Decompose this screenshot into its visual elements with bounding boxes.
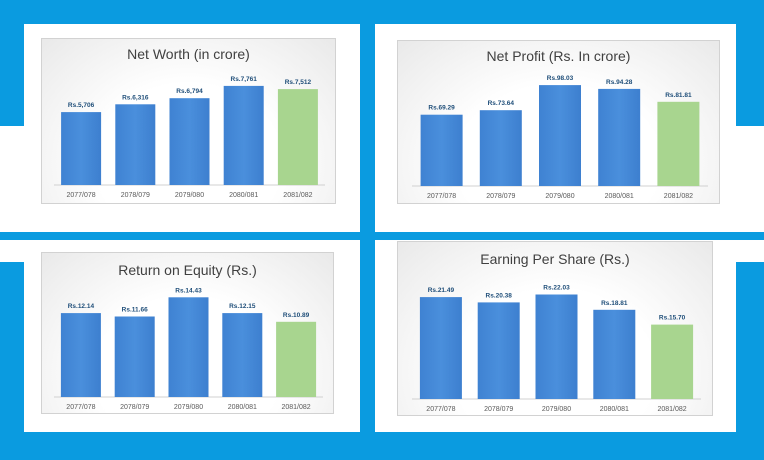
x-tick-label: 2079/080	[174, 404, 203, 411]
bar-2079-080	[535, 294, 578, 399]
data-label: Rs.14.43	[175, 287, 202, 294]
return-on-equity-plot: Rs.12.14 2077/078 Rs.11.66 2078/079 Rs.14.43…	[54, 287, 323, 411]
bar-2080-081	[222, 313, 263, 397]
data-label: Rs.98.03	[547, 75, 574, 82]
return-on-equity-chart: Return on Equity (Rs.) Rs.12.14 2077/078 R…	[41, 252, 334, 414]
x-tick-label: 2080/081	[229, 192, 258, 199]
chart-title: Earning Per Share (Rs.)	[480, 251, 630, 267]
bar-2079-080	[539, 85, 581, 186]
x-tick-label: 2077/078	[427, 193, 456, 200]
x-tick-label: 2081/082	[664, 193, 693, 200]
data-label: Rs.7,512	[285, 79, 312, 86]
data-label: Rs.18.81	[601, 300, 628, 307]
x-tick-label: 2078/079	[120, 404, 149, 411]
bar-2077-078	[419, 297, 462, 399]
data-label: Rs.21.49	[428, 287, 455, 294]
bar-2081-082	[277, 89, 318, 185]
data-label: Rs.22.03	[543, 285, 570, 292]
bar-2079-080	[168, 297, 209, 397]
bar-2077-078	[60, 313, 101, 397]
chart-title: Net Profit (Rs. In crore)	[486, 48, 631, 64]
bar-2080-081	[223, 85, 264, 185]
net-profit-plot: Rs.69.29 2077/078 Rs.73.64 2078/079 Rs.98.03…	[412, 75, 708, 200]
x-tick-label: 2077/078	[66, 404, 95, 411]
bar-2077-078	[420, 114, 463, 186]
data-label: Rs.6,794	[176, 88, 203, 95]
data-label: Rs.15.70	[659, 315, 686, 322]
data-label: Rs.69.29	[428, 105, 455, 112]
data-label: Rs.7,761	[231, 76, 258, 83]
white-strip-bottom-right-ext	[700, 240, 764, 262]
bar-2080-081	[593, 309, 636, 399]
x-tick-label: 2078/079	[486, 193, 515, 200]
chart-title: Return on Equity (Rs.)	[118, 262, 257, 278]
data-label: Rs.6,316	[122, 94, 149, 101]
bar-2081-082	[651, 324, 694, 399]
bar-2078-079	[114, 316, 155, 397]
white-strip-top-left-ext	[0, 126, 40, 232]
x-tick-label: 2080/081	[600, 406, 629, 413]
x-tick-label: 2080/081	[605, 193, 634, 200]
x-tick-label: 2080/081	[228, 404, 257, 411]
bar-2079-080	[169, 98, 210, 185]
bar-2081-082	[657, 101, 700, 186]
x-tick-label: 2081/082	[283, 192, 312, 199]
net-worth-chart: Net Worth (in crore) Rs.5,706 2077/078 Rs.…	[41, 38, 336, 204]
bar-2078-079	[477, 302, 520, 399]
x-tick-label: 2077/078	[426, 406, 455, 413]
bar-2078-079	[479, 110, 522, 186]
x-tick-label: 2077/078	[66, 192, 95, 199]
bar-2078-079	[115, 104, 156, 185]
chart-title: Net Worth (in crore)	[127, 46, 250, 62]
white-strip-bottom-left-ext	[0, 240, 40, 262]
x-tick-label: 2078/079	[121, 192, 150, 199]
bar-2081-082	[276, 321, 317, 397]
data-label: Rs.12.15	[229, 303, 256, 310]
x-tick-label: 2079/080	[545, 193, 574, 200]
bar-2077-078	[61, 112, 102, 185]
data-label: Rs.11.66	[122, 307, 148, 314]
data-label: Rs.12.14	[68, 303, 95, 310]
data-label: Rs.5,706	[68, 102, 95, 109]
earning-per-share-chart: Earning Per Share (Rs.) Rs.21.49 2077/078…	[397, 241, 713, 416]
x-tick-label: 2081/082	[281, 404, 310, 411]
data-label: Rs.94.28	[606, 79, 633, 86]
x-tick-label: 2078/079	[484, 406, 513, 413]
data-label: Rs.81.81	[665, 92, 692, 99]
data-label: Rs.10.89	[283, 312, 310, 319]
net-worth-plot: Rs.5,706 2077/078 Rs.6,316 2078/079 Rs.6,794…	[54, 76, 325, 199]
net-profit-chart: Net Profit (Rs. In crore) Rs.69.29 2077/0…	[397, 40, 720, 204]
earning-per-share-plot: Rs.21.49 2077/078 Rs.20.38 2078/079 Rs.22.03…	[412, 285, 701, 413]
data-label: Rs.73.64	[488, 100, 515, 107]
x-tick-label: 2079/080	[542, 406, 571, 413]
x-tick-label: 2081/082	[657, 406, 686, 413]
x-tick-label: 2079/080	[175, 192, 204, 199]
data-label: Rs.20.38	[486, 292, 513, 299]
bar-2080-081	[598, 88, 641, 186]
